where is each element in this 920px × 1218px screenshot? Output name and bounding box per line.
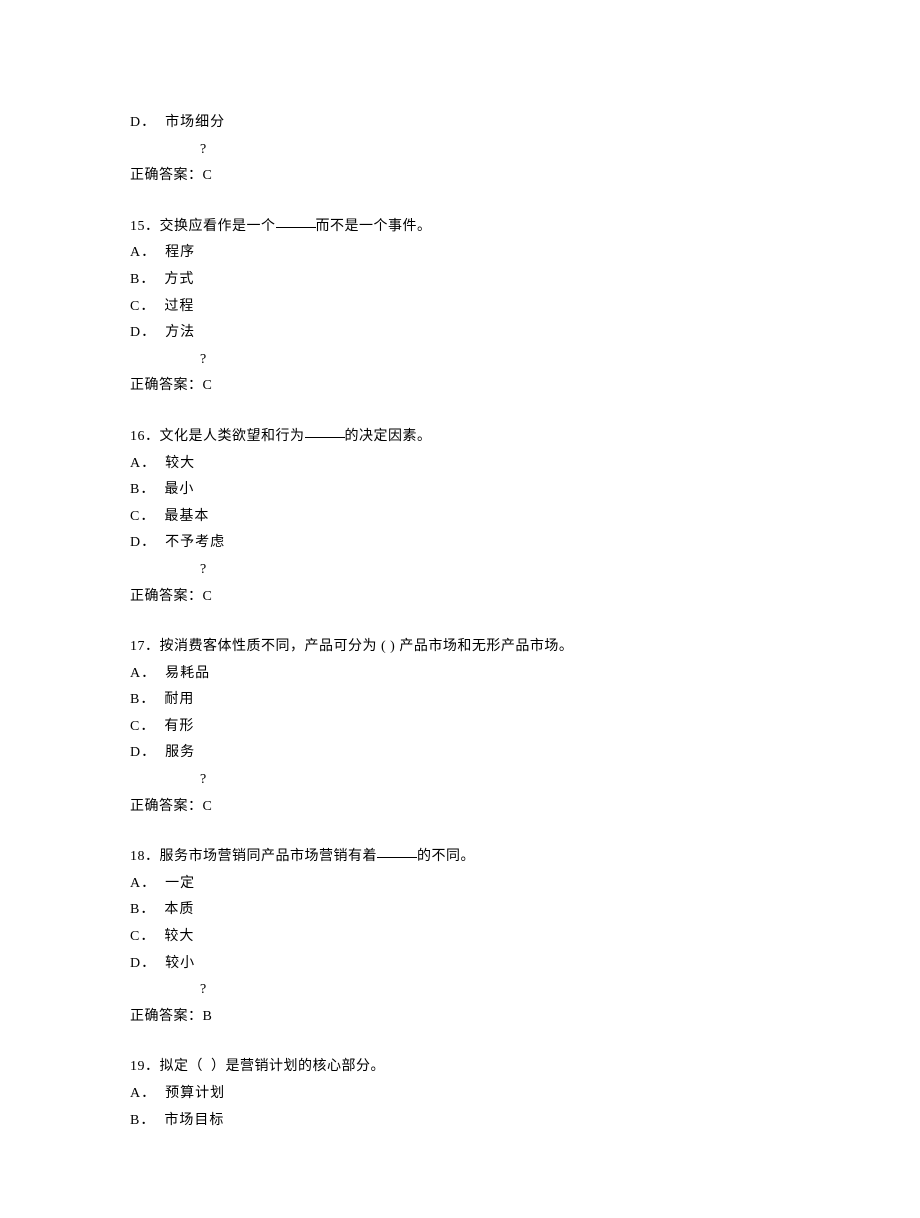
option-line: D． 服务	[130, 740, 790, 767]
option-line: C． 最基本	[130, 504, 790, 531]
answer-line: 正确答案：C	[130, 163, 790, 190]
question-mark-line: ?	[130, 977, 790, 1004]
option-line: D． 市场细分	[130, 110, 790, 137]
fill-blank	[377, 857, 417, 858]
option-line: C． 过程	[130, 294, 790, 321]
option-line: A． 预算计划	[130, 1081, 790, 1108]
answer-line: 正确答案：C	[130, 373, 790, 400]
question-mark-line: ?	[130, 347, 790, 374]
question-stem: 17．按消费客体性质不同，产品可分为 ( ) 产品市场和无形产品市场。	[130, 634, 790, 661]
option-line: B． 市场目标	[130, 1108, 790, 1135]
option-line: D． 较小	[130, 951, 790, 978]
question-mark-line: ?	[130, 767, 790, 794]
question-block: D． 市场细分?正确答案：C	[130, 110, 790, 190]
question-block: 15．交换应看作是一个而不是一个事件。A． 程序B． 方式C． 过程D． 方法?…	[130, 214, 790, 400]
option-line: B． 本质	[130, 897, 790, 924]
option-line: B． 最小	[130, 477, 790, 504]
question-block: 18．服务市场营销同产品市场营销有着的不同。A． 一定B． 本质C． 较大D． …	[130, 844, 790, 1030]
question-block: 16．文化是人类欲望和行为的决定因素。A． 较大B． 最小C． 最基本D． 不予…	[130, 424, 790, 610]
option-line: C． 有形	[130, 714, 790, 741]
question-stem: 18．服务市场营销同产品市场营销有着的不同。	[130, 844, 790, 871]
option-line: A． 易耗品	[130, 661, 790, 688]
question-block: 19．拟定（ ）是营销计划的核心部分。A． 预算计划B． 市场目标	[130, 1054, 790, 1134]
option-line: C． 较大	[130, 924, 790, 951]
option-line: A． 较大	[130, 451, 790, 478]
option-line: D． 不予考虑	[130, 530, 790, 557]
question-stem: 16．文化是人类欲望和行为的决定因素。	[130, 424, 790, 451]
option-line: A． 程序	[130, 240, 790, 267]
option-line: B． 耐用	[130, 687, 790, 714]
option-line: B． 方式	[130, 267, 790, 294]
question-block: 17．按消费客体性质不同，产品可分为 ( ) 产品市场和无形产品市场。A． 易耗…	[130, 634, 790, 820]
answer-line: 正确答案：C	[130, 794, 790, 821]
document-content: D． 市场细分?正确答案：C15．交换应看作是一个而不是一个事件。A． 程序B．…	[130, 110, 790, 1134]
question-stem: 15．交换应看作是一个而不是一个事件。	[130, 214, 790, 241]
option-line: A． 一定	[130, 871, 790, 898]
fill-blank	[305, 437, 345, 438]
question-stem: 19．拟定（ ）是营销计划的核心部分。	[130, 1054, 790, 1081]
question-mark-line: ?	[130, 557, 790, 584]
question-mark-line: ?	[130, 137, 790, 164]
fill-blank	[276, 227, 316, 228]
answer-line: 正确答案：B	[130, 1004, 790, 1031]
answer-line: 正确答案：C	[130, 584, 790, 611]
option-line: D． 方法	[130, 320, 790, 347]
